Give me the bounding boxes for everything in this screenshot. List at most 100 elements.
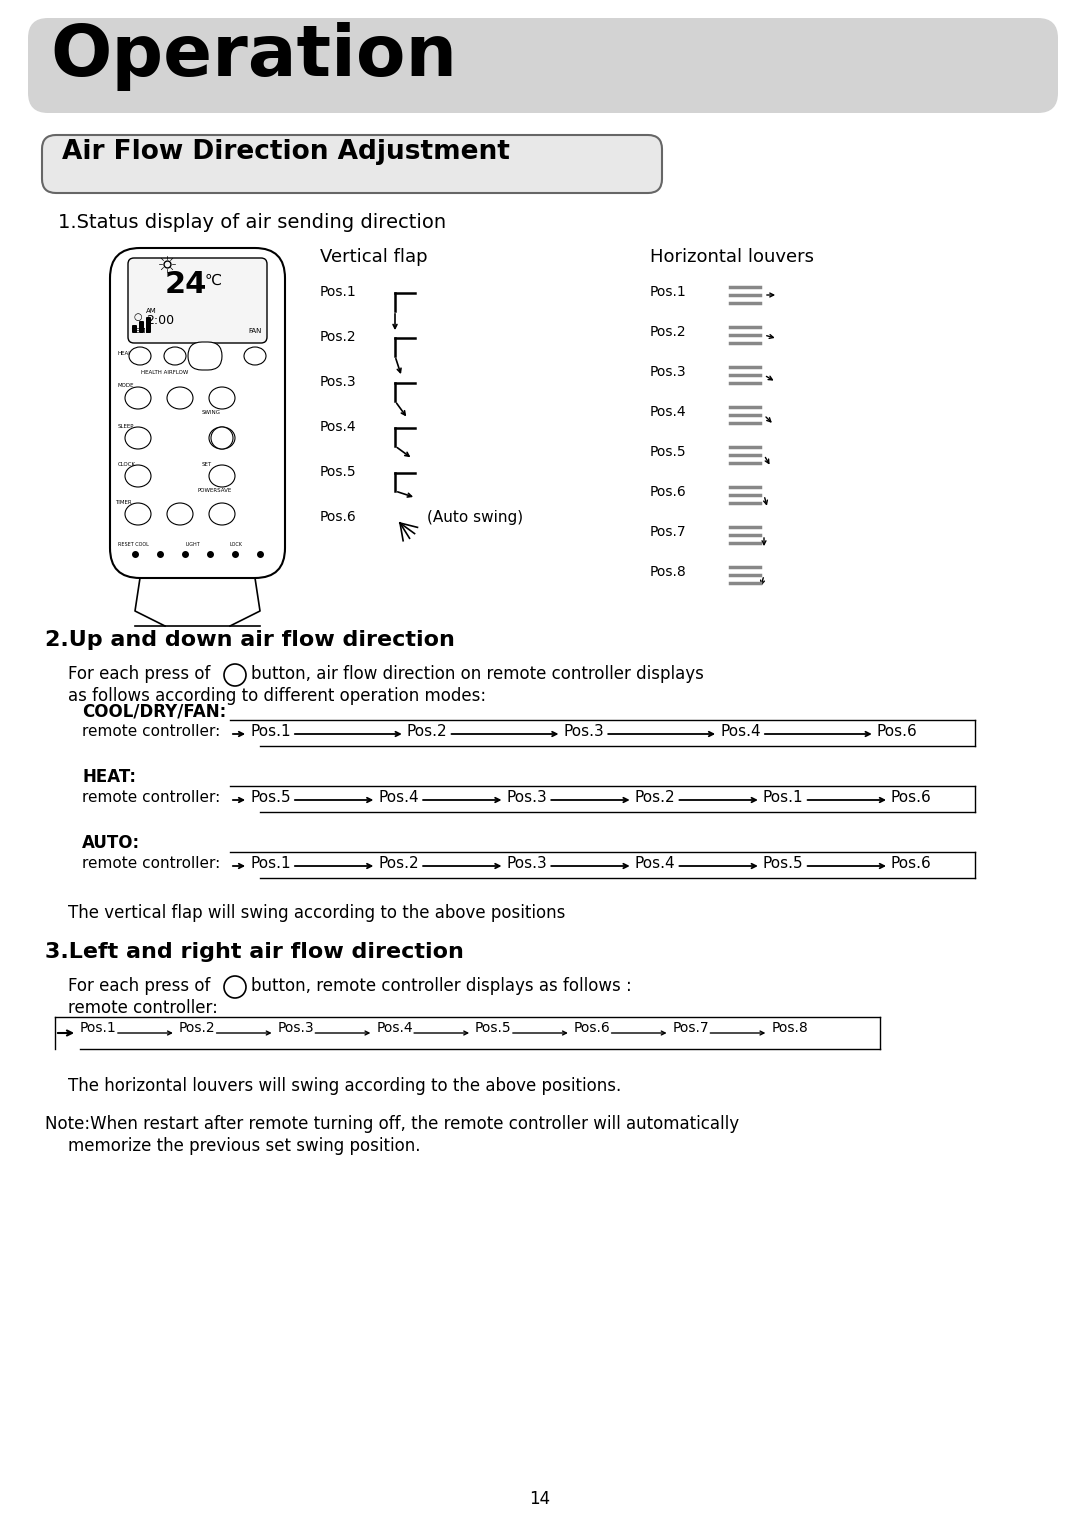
Text: POWERSAVE: POWERSAVE xyxy=(198,488,232,493)
Text: Pos.3: Pos.3 xyxy=(320,375,356,388)
Text: ℃: ℃ xyxy=(205,273,222,289)
Ellipse shape xyxy=(164,347,186,365)
Text: Pos.5: Pos.5 xyxy=(249,791,291,804)
Text: Pos.5: Pos.5 xyxy=(762,857,804,870)
Text: Pos.4: Pos.4 xyxy=(635,857,675,870)
Text: 2.Up and down air flow direction: 2.Up and down air flow direction xyxy=(45,629,455,649)
Text: Pos.6: Pos.6 xyxy=(877,725,917,738)
Text: 14: 14 xyxy=(529,1490,551,1507)
Text: ON: ON xyxy=(200,344,211,350)
Text: OFF: OFF xyxy=(199,355,212,361)
Text: Pos.5: Pos.5 xyxy=(475,1021,512,1035)
Text: Pos.1: Pos.1 xyxy=(762,791,804,804)
Text: Pos.3: Pos.3 xyxy=(650,365,687,379)
Circle shape xyxy=(224,976,246,998)
Text: Pos.7: Pos.7 xyxy=(650,525,687,539)
Text: Pos.6: Pos.6 xyxy=(891,857,932,870)
Text: remote controller:: remote controller: xyxy=(68,999,218,1018)
Text: Pos.6: Pos.6 xyxy=(320,510,356,523)
Text: Pos.2: Pos.2 xyxy=(179,1021,215,1035)
Circle shape xyxy=(224,665,246,686)
Ellipse shape xyxy=(125,427,151,450)
Text: Pos.1: Pos.1 xyxy=(80,1021,117,1035)
Text: FAN: FAN xyxy=(248,328,261,335)
FancyBboxPatch shape xyxy=(132,325,137,333)
Text: Vertical flap: Vertical flap xyxy=(320,249,428,266)
Circle shape xyxy=(211,427,233,450)
Ellipse shape xyxy=(125,465,151,487)
Text: CLOCK: CLOCK xyxy=(118,462,136,467)
Text: (Auto swing): (Auto swing) xyxy=(427,510,523,525)
Text: MODE: MODE xyxy=(118,384,135,388)
Text: Pos.4: Pos.4 xyxy=(720,725,760,738)
Text: button, remote controller displays as follows :: button, remote controller displays as fo… xyxy=(251,976,632,995)
Text: TEMP: TEMP xyxy=(131,328,149,335)
FancyBboxPatch shape xyxy=(146,318,151,333)
Ellipse shape xyxy=(210,465,235,487)
Text: RESET COOL: RESET COOL xyxy=(118,542,149,546)
Text: The vertical flap will swing according to the above positions: The vertical flap will swing according t… xyxy=(68,904,565,923)
Text: Pos.6: Pos.6 xyxy=(650,485,687,499)
FancyBboxPatch shape xyxy=(110,249,285,579)
Text: AM: AM xyxy=(146,309,157,315)
Text: button, air flow direction on remote controller displays: button, air flow direction on remote con… xyxy=(251,665,704,683)
Text: Pos.8: Pos.8 xyxy=(650,565,687,579)
Text: AUTO:: AUTO: xyxy=(82,834,140,852)
FancyBboxPatch shape xyxy=(188,342,222,370)
Text: HEALTH: HEALTH xyxy=(118,352,139,356)
Text: Pos.4: Pos.4 xyxy=(650,405,687,419)
Ellipse shape xyxy=(125,503,151,525)
Text: Pos.5: Pos.5 xyxy=(650,445,687,459)
Text: Pos.6: Pos.6 xyxy=(573,1021,610,1035)
Text: HEAT:: HEAT: xyxy=(82,768,136,786)
Ellipse shape xyxy=(167,387,193,408)
Text: Pos.1: Pos.1 xyxy=(320,286,356,299)
Text: Air Flow Direction Adjustment: Air Flow Direction Adjustment xyxy=(62,140,510,164)
Text: Pos.3: Pos.3 xyxy=(564,725,604,738)
Ellipse shape xyxy=(129,347,151,365)
Text: 3.Left and right air flow direction: 3.Left and right air flow direction xyxy=(45,942,464,962)
Text: remote controller:: remote controller: xyxy=(82,791,220,804)
Text: Pos.4: Pos.4 xyxy=(376,1021,413,1035)
FancyBboxPatch shape xyxy=(139,321,144,333)
Text: Pos.2: Pos.2 xyxy=(650,325,687,339)
Text: Pos.4: Pos.4 xyxy=(378,791,419,804)
Text: Pos.1: Pos.1 xyxy=(650,286,687,299)
Text: memorize the previous set swing position.: memorize the previous set swing position… xyxy=(68,1137,420,1154)
Text: SLEEP: SLEEP xyxy=(118,424,135,428)
Text: Pos.3: Pos.3 xyxy=(507,857,548,870)
Text: For each press of: For each press of xyxy=(68,665,216,683)
Text: Horizontal louvers: Horizontal louvers xyxy=(650,249,814,266)
FancyBboxPatch shape xyxy=(42,135,662,193)
Text: COOL/DRY/FAN:: COOL/DRY/FAN: xyxy=(82,701,226,720)
Text: Pos.1: Pos.1 xyxy=(249,725,291,738)
Text: Pos.5: Pos.5 xyxy=(320,465,356,479)
Text: Pos.2: Pos.2 xyxy=(635,791,675,804)
Text: Pos.8: Pos.8 xyxy=(771,1021,808,1035)
Text: Pos.6: Pos.6 xyxy=(891,791,932,804)
Text: as follows according to different operation modes:: as follows according to different operat… xyxy=(68,688,486,705)
Text: Pos.2: Pos.2 xyxy=(407,725,447,738)
Text: TIMER: TIMER xyxy=(114,500,132,505)
FancyBboxPatch shape xyxy=(129,258,267,342)
Text: LIGHT: LIGHT xyxy=(185,542,200,546)
Text: Note:When restart after remote turning off, the remote controller will automatic: Note:When restart after remote turning o… xyxy=(45,1114,739,1133)
Ellipse shape xyxy=(244,347,266,365)
Text: Operation: Operation xyxy=(50,21,457,91)
Text: Pos.2: Pos.2 xyxy=(378,857,419,870)
Text: Pos.1: Pos.1 xyxy=(249,857,291,870)
Text: LOCK: LOCK xyxy=(230,542,243,546)
Text: ○: ○ xyxy=(133,312,141,322)
Text: SET: SET xyxy=(202,462,212,467)
Ellipse shape xyxy=(210,427,235,450)
Text: Pos.7: Pos.7 xyxy=(673,1021,710,1035)
Text: 1.Status display of air sending direction: 1.Status display of air sending directio… xyxy=(58,213,446,232)
Text: remote controller:: remote controller: xyxy=(82,857,220,870)
Text: Pos.3: Pos.3 xyxy=(507,791,548,804)
Text: remote controller:: remote controller: xyxy=(82,725,220,738)
Text: 24: 24 xyxy=(165,270,207,299)
Text: The horizontal louvers will swing according to the above positions.: The horizontal louvers will swing accord… xyxy=(68,1078,621,1094)
Ellipse shape xyxy=(210,387,235,408)
Text: Pos.2: Pos.2 xyxy=(320,330,356,344)
Ellipse shape xyxy=(210,503,235,525)
